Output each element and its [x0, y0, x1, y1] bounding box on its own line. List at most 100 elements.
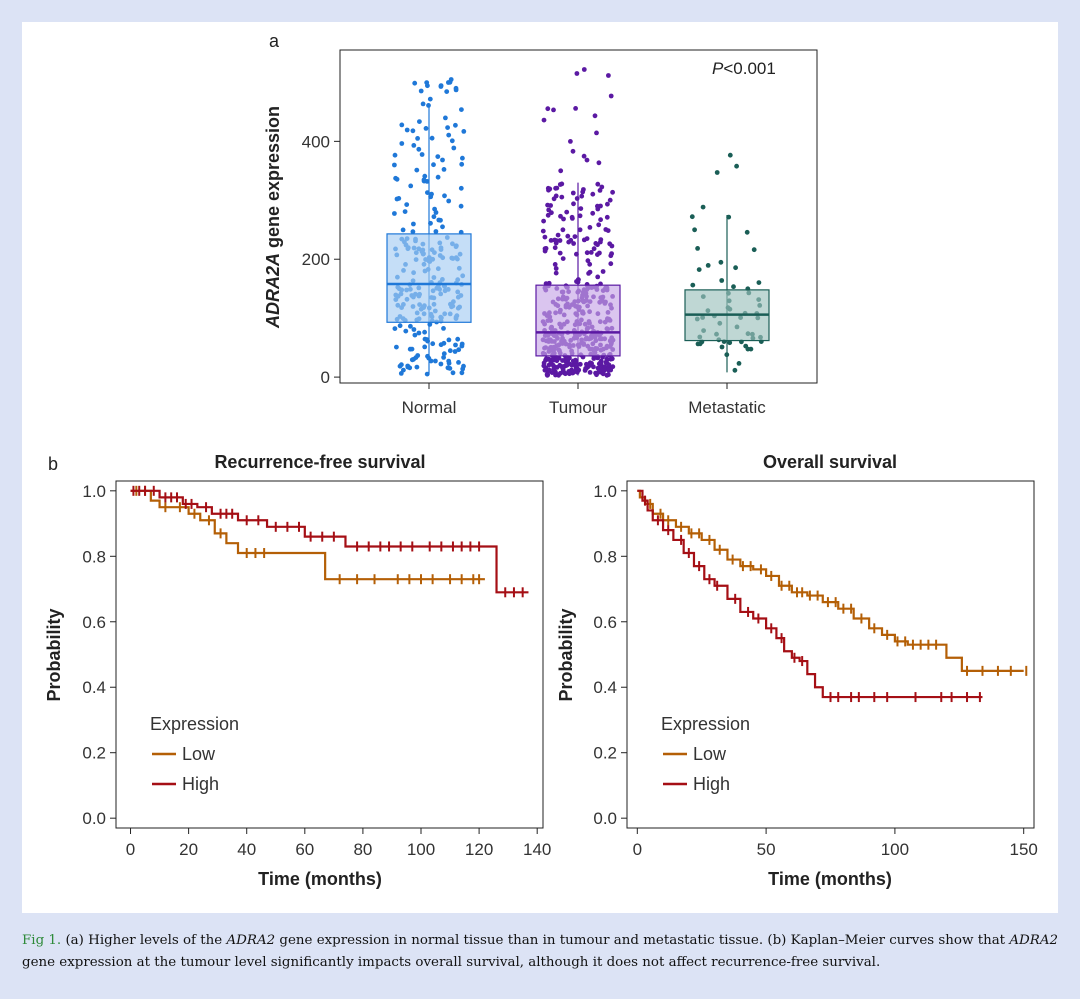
data-point-tumour: [605, 228, 611, 234]
data-point-tumour: [568, 139, 573, 144]
os-legend: Expression Low High: [661, 714, 750, 794]
y-tick-label: 400: [302, 132, 330, 151]
data-point-tumour: [563, 371, 568, 377]
data-point-tumour: [545, 212, 551, 218]
data-point-metastatic: [748, 346, 754, 352]
data-point-normal: [459, 161, 465, 167]
data-point-tumour: [552, 237, 558, 243]
data-point-normal: [398, 371, 404, 376]
data-point-normal: [392, 211, 397, 216]
data-point-tumour: [606, 367, 611, 373]
p-value: <0.001: [723, 59, 775, 78]
data-point-tumour: [559, 194, 565, 200]
data-point-normal: [411, 221, 416, 227]
data-point-tumour: [564, 209, 570, 215]
boxplot-chart: a ADRA2A gene expression P<0.001 0 200 400…: [263, 31, 818, 417]
x-tick-label: 120: [465, 840, 493, 859]
data-point-tumour: [595, 365, 601, 371]
data-point-tumour: [574, 71, 580, 76]
data-point-normal: [435, 174, 441, 180]
data-point-tumour: [558, 168, 564, 174]
data-point-tumour: [565, 233, 571, 239]
data-point-normal: [403, 328, 409, 334]
data-point-tumour: [604, 356, 610, 362]
x-tick-label: 100: [881, 840, 909, 859]
data-point-normal: [394, 344, 399, 350]
y-tick-label: 0.4: [593, 678, 617, 697]
data-point-normal: [396, 196, 402, 201]
data-point-tumour: [587, 261, 593, 267]
data-point-normal: [394, 176, 400, 182]
data-point-tumour: [577, 361, 583, 367]
data-point-tumour: [586, 363, 592, 369]
data-point-normal: [446, 358, 452, 364]
data-point-normal: [438, 84, 444, 89]
data-point-tumour: [569, 362, 575, 368]
legend-title: Expression: [661, 714, 750, 734]
p-symbol: P: [712, 59, 724, 78]
data-point-normal: [450, 370, 456, 376]
data-point-normal: [433, 229, 439, 234]
y-tick-label: 0.8: [593, 547, 617, 566]
caption-gene-1: ADRA2: [226, 933, 276, 948]
data-point-normal: [448, 77, 454, 82]
y-tick-label: 0.6: [593, 613, 617, 632]
caption-part-1: (a) Higher levels of the: [65, 933, 227, 948]
data-point-tumour: [608, 261, 614, 267]
data-point-metastatic: [732, 367, 738, 373]
data-point-metastatic: [756, 280, 762, 285]
data-point-tumour: [600, 269, 606, 274]
data-point-normal: [399, 122, 405, 128]
data-point-normal: [446, 337, 452, 343]
data-point-tumour: [567, 371, 572, 377]
data-point-tumour: [569, 214, 575, 220]
data-point-metastatic: [705, 263, 711, 268]
data-point-tumour: [606, 362, 612, 368]
data-point-tumour: [540, 228, 546, 234]
y-tick-label: 0.4: [82, 678, 106, 697]
data-point-normal: [397, 323, 403, 329]
data-point-normal: [446, 132, 452, 138]
data-point-normal: [440, 157, 445, 163]
os-curves: [637, 489, 1028, 703]
data-point-tumour: [551, 107, 556, 113]
data-point-normal: [422, 344, 428, 350]
data-point-normal: [422, 173, 428, 179]
data-point-tumour: [552, 245, 558, 251]
x-tick-label: 80: [353, 840, 372, 859]
data-point-normal: [399, 362, 404, 368]
data-point-normal: [441, 326, 446, 331]
km-curve-low: [637, 489, 1024, 672]
y-tick-label: 0.8: [82, 547, 106, 566]
data-point-normal: [412, 332, 418, 338]
caption-part-2: gene expression in normal tissue than in…: [275, 933, 1010, 948]
data-point-normal: [399, 141, 405, 146]
data-point-normal: [458, 203, 464, 209]
data-point-tumour: [609, 243, 615, 249]
caption-part-3: gene expression at the tumour level sign…: [22, 955, 881, 970]
data-point-normal: [412, 80, 418, 86]
data-point-normal: [417, 119, 422, 124]
data-point-tumour: [590, 191, 596, 197]
data-point-normal: [435, 154, 441, 160]
data-point-metastatic: [751, 247, 757, 253]
data-point-normal: [427, 96, 433, 102]
data-point-normal: [422, 329, 427, 335]
data-point-metastatic: [733, 265, 738, 271]
data-point-tumour: [545, 202, 550, 208]
data-point-normal: [416, 146, 422, 152]
data-point-metastatic: [719, 344, 725, 350]
data-point-tumour: [574, 196, 580, 201]
data-point-metastatic: [731, 284, 736, 290]
data-point-normal: [416, 330, 422, 336]
data-point-tumour: [554, 358, 560, 364]
data-point-normal: [446, 80, 451, 85]
data-point-tumour: [545, 106, 551, 112]
y-tick-label: 0.2: [82, 744, 106, 763]
data-point-tumour: [557, 250, 563, 256]
panel-label-a: a: [269, 31, 280, 51]
y-tick-label: 200: [302, 250, 330, 269]
data-point-normal: [459, 107, 464, 112]
data-point-metastatic: [736, 361, 742, 366]
data-point-tumour: [584, 157, 590, 163]
